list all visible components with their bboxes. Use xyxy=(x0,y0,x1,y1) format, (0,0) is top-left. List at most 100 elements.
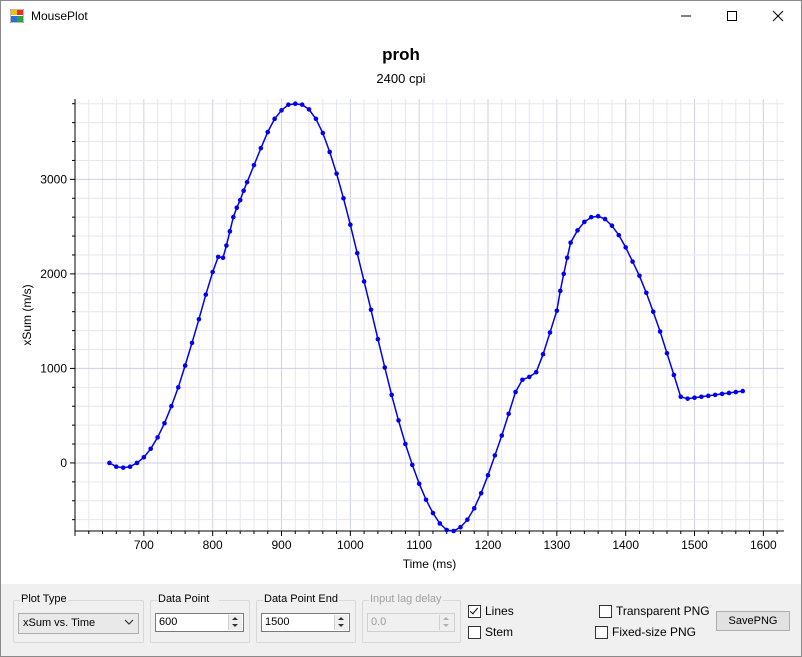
spin-up-icon[interactable] xyxy=(232,617,238,620)
data-point xyxy=(148,446,154,452)
x-tick-label: 1200 xyxy=(475,538,502,552)
plot-type-label: Plot Type xyxy=(20,593,68,606)
data-point xyxy=(134,460,140,466)
data-point xyxy=(630,259,635,264)
input-lag-label: Input lag delay xyxy=(369,593,443,606)
data-point xyxy=(272,116,277,122)
data-point xyxy=(726,390,732,396)
data-point xyxy=(320,130,326,136)
spin-down-icon[interactable] xyxy=(232,624,238,627)
data-point xyxy=(554,308,560,314)
data-point xyxy=(547,330,553,335)
x-axis-label: Time (ms) xyxy=(403,557,457,571)
data-point xyxy=(107,460,112,466)
data-point xyxy=(227,229,233,234)
data-point xyxy=(705,393,711,399)
data-point xyxy=(444,527,450,533)
data-point xyxy=(513,389,518,395)
data-point xyxy=(685,396,690,401)
data-point xyxy=(265,129,271,135)
checkbox-box[interactable] xyxy=(599,605,612,618)
data-point xyxy=(299,102,305,107)
x-tick-label: 800 xyxy=(203,538,223,552)
checkbox-box[interactable] xyxy=(595,626,608,639)
data-point xyxy=(478,490,484,496)
data-point-end-spinner[interactable] xyxy=(334,615,348,630)
chart-subtitle: 2400 cpi xyxy=(376,71,426,86)
data-point xyxy=(561,271,567,277)
data-point xyxy=(348,222,353,228)
data-point xyxy=(313,116,319,122)
data-point xyxy=(492,453,498,458)
data-point xyxy=(637,273,642,279)
data-point xyxy=(382,365,388,370)
data-point xyxy=(203,292,209,297)
data-point xyxy=(657,329,663,334)
spin-down-icon[interactable] xyxy=(338,624,344,627)
x-tick-label: 1400 xyxy=(612,538,639,552)
checkbox-box[interactable] xyxy=(468,626,481,639)
data-point xyxy=(375,336,381,342)
data-point xyxy=(465,517,470,522)
data-point xyxy=(169,403,174,409)
close-button[interactable] xyxy=(755,1,801,31)
data-point xyxy=(244,179,250,185)
input-lag-spinner xyxy=(439,615,453,630)
x-tick-label: 1300 xyxy=(543,538,570,552)
data-point xyxy=(506,411,511,417)
data-point xyxy=(664,350,670,356)
data-point-start-spinner[interactable] xyxy=(228,615,242,630)
data-point xyxy=(237,197,243,203)
spin-up-icon[interactable] xyxy=(338,617,344,620)
plot-area[interactable]: proh 2400 cpi 700 800 900 1000 1100 1200 1300 1… xyxy=(1,31,801,584)
x-tick-label: 700 xyxy=(134,538,154,552)
data-point xyxy=(341,195,346,201)
data-point xyxy=(533,369,539,375)
plot-type-group: Plot Type xSum vs. Time xyxy=(13,593,144,643)
input-lag-input: 0.0 xyxy=(367,613,455,632)
data-point xyxy=(527,374,532,380)
data-point xyxy=(582,219,587,225)
data-point xyxy=(678,394,684,400)
data-point xyxy=(409,462,415,468)
data-point xyxy=(437,521,443,526)
data-point xyxy=(602,216,608,222)
title-bar[interactable]: MousePlot xyxy=(1,1,801,31)
data-point xyxy=(588,214,594,220)
data-point xyxy=(162,420,167,426)
data-point xyxy=(699,394,704,400)
y-tick-label: 2000 xyxy=(40,267,67,281)
data-point-start-input[interactable]: 600 xyxy=(155,613,244,632)
data-point xyxy=(416,481,422,487)
maximize-button[interactable] xyxy=(709,1,755,31)
save-png-button[interactable]: SavePNG xyxy=(716,611,790,631)
data-point-end-input[interactable]: 1500 xyxy=(261,613,350,632)
data-point-end-group: Data Point End 1500 xyxy=(256,593,356,643)
y-tick-label: 0 xyxy=(60,456,67,470)
plot-type-select[interactable]: xSum vs. Time xyxy=(18,613,139,634)
data-point-end-label: Data Point End xyxy=(263,593,339,606)
data-point xyxy=(231,214,236,220)
checkmark-icon[interactable] xyxy=(468,605,481,618)
minimize-button[interactable] xyxy=(663,1,709,31)
data-point xyxy=(557,288,563,294)
data-point xyxy=(623,245,628,250)
data-point xyxy=(354,250,360,256)
data-point-start-value: 600 xyxy=(159,616,178,628)
data-point xyxy=(327,149,332,155)
data-point-end-value: 1500 xyxy=(265,616,290,628)
spin-up-icon xyxy=(443,617,449,620)
data-point xyxy=(485,472,491,478)
maximize-icon xyxy=(727,11,737,21)
x-tick-label: 1000 xyxy=(337,538,364,552)
control-panel: Plot Type xSum vs. Time Data Point Start… xyxy=(1,584,801,656)
data-point xyxy=(396,418,401,423)
data-point xyxy=(196,316,202,322)
chevron-down-icon xyxy=(124,617,134,630)
data-point xyxy=(423,497,429,503)
data-point xyxy=(224,243,229,248)
data-point xyxy=(609,223,615,228)
data-point xyxy=(458,524,463,530)
data-point xyxy=(182,363,188,368)
data-point xyxy=(120,465,126,470)
